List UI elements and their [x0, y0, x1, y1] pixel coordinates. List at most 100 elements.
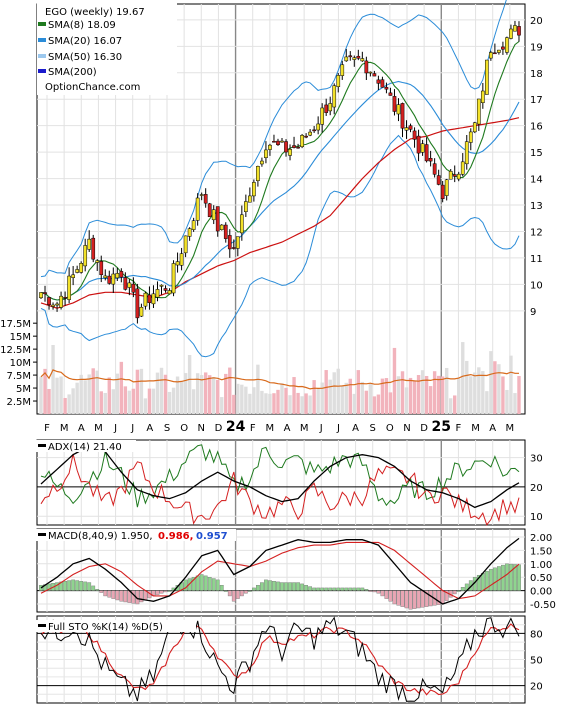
- volume-bar: [123, 386, 128, 414]
- candle-down: [517, 26, 521, 36]
- volume-bar: [461, 342, 465, 414]
- macd-histogram-bar: [123, 590, 128, 603]
- candle-down: [304, 135, 308, 138]
- x-axis: F M A M J J A S O N D 24 F M A M J J A S O N D 25 F M A M: [44, 419, 514, 435]
- macd-histogram-bar: [300, 583, 304, 591]
- candle-up: [115, 273, 120, 279]
- candle-down: [452, 174, 457, 177]
- macd-histogram-bar: [292, 582, 296, 591]
- volume-bar: [252, 387, 256, 414]
- volume-bar: [224, 373, 228, 414]
- x-tick-label: F: [250, 423, 256, 434]
- candle-up: [468, 131, 473, 143]
- macd-histogram-bar: [75, 580, 80, 591]
- macd-histogram-bar: [380, 590, 385, 597]
- candle-down: [428, 158, 433, 162]
- x-tick-label: O: [386, 423, 394, 434]
- x-tick-label: M: [300, 423, 309, 434]
- x-tick-label: M: [60, 423, 69, 434]
- adx-tick-label: 20: [530, 483, 543, 494]
- volume-bar: [71, 388, 75, 414]
- volume-bar: [195, 373, 200, 414]
- macd-histogram-bar: [91, 585, 96, 591]
- volume-bar: [248, 393, 252, 414]
- macd-histogram-bar: [71, 579, 76, 591]
- volume-bar: [167, 391, 172, 414]
- macd-histogram-bar: [356, 587, 361, 591]
- volume-bar: [232, 394, 236, 414]
- x-tick-label: N: [198, 423, 205, 434]
- macd-histogram-bar: [239, 590, 244, 597]
- volume-bar: [256, 364, 260, 414]
- volume-bar: [159, 367, 164, 414]
- candle-down: [372, 73, 377, 77]
- volume-bar: [380, 378, 385, 414]
- volume-bar: [212, 377, 216, 414]
- candle-up: [75, 269, 80, 273]
- candle-up: [199, 194, 204, 196]
- macd-line: [40, 537, 520, 605]
- candle-down: [424, 144, 429, 162]
- x-tick-label: A: [284, 423, 291, 434]
- volume-bar: [384, 378, 389, 414]
- bollinger-lower: [40, 134, 520, 358]
- candle-up: [244, 201, 248, 212]
- candle-down: [412, 130, 417, 140]
- candle-down: [119, 271, 124, 278]
- candle-up: [127, 282, 132, 288]
- volume-bar: [47, 388, 51, 414]
- candle-up: [308, 131, 312, 136]
- macd-histogram-bar: [83, 581, 88, 591]
- sto-legend-bg: [36, 620, 196, 632]
- candle-up: [151, 293, 156, 305]
- macd-histogram-bar: [247, 590, 252, 592]
- volume-bar: [284, 387, 288, 414]
- bollinger-upper: [40, 0, 507, 278]
- candle-down: [227, 235, 232, 250]
- sma50-line: [40, 117, 520, 309]
- x-tick-label: S: [370, 423, 376, 434]
- adx-panel: 30 20 10: [37, 444, 543, 526]
- macd-histogram-bar: [111, 590, 116, 599]
- x-tick-label: S: [164, 423, 170, 434]
- candle-up: [51, 304, 55, 307]
- sto-tick-label: 20: [530, 682, 543, 693]
- macd-histogram-bar: [55, 582, 59, 591]
- x-tick-label: J: [113, 423, 117, 434]
- x-tick-label: D: [420, 423, 428, 434]
- minus-di-line: [40, 453, 520, 526]
- volume-tick-label: 12.5M: [0, 345, 31, 356]
- macd-histogram-bar: [39, 585, 43, 591]
- candle-up: [71, 274, 75, 278]
- macd-histogram-bar: [95, 589, 100, 591]
- macd-histogram-bar: [264, 579, 268, 591]
- candle-down: [284, 141, 288, 153]
- candle-up: [404, 127, 409, 131]
- candle-down: [107, 275, 112, 284]
- macd-histogram-bar: [428, 590, 433, 607]
- volume-bar: [340, 385, 344, 414]
- price-tick-label: 12: [530, 227, 543, 238]
- macd-histogram-bar: [272, 581, 276, 591]
- candle-down: [99, 261, 104, 275]
- candle-up: [280, 140, 284, 143]
- x-tick-label: M: [506, 423, 515, 434]
- legend-sma200: SMA(200): [48, 67, 97, 78]
- macd-hist-value: 0.957: [196, 531, 228, 542]
- macd-histogram-bar: [460, 587, 465, 591]
- candle-down: [356, 55, 361, 59]
- candle-up: [320, 107, 325, 125]
- macd-histogram-bar: [207, 576, 212, 591]
- candle-up: [396, 104, 401, 115]
- sto-swatch: [38, 624, 46, 627]
- volume-bar: [91, 368, 95, 414]
- candle-down: [207, 203, 212, 218]
- adx-legend: ADX(14) 21.40: [36, 440, 136, 453]
- sto-legend: Full STO %K(14) %D(5): [36, 620, 196, 633]
- price-tick-label: 10: [530, 280, 543, 291]
- volume-bar: [489, 351, 493, 414]
- macd-histogram-bar: [195, 575, 200, 591]
- macd-histogram-bar: [440, 590, 445, 605]
- candle-up: [252, 182, 256, 197]
- candle-up: [83, 245, 88, 267]
